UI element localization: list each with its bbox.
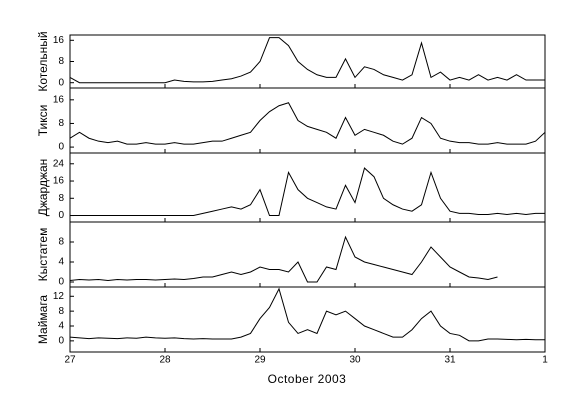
x-tick-label: 31 xyxy=(444,355,456,366)
y-tick-label: 0 xyxy=(58,210,64,221)
panel-frame xyxy=(69,152,546,223)
y-axis-label: Кыстатем xyxy=(36,228,50,282)
x-axis-label: October 2003 xyxy=(268,372,347,386)
y-axis-label: Джарджан xyxy=(36,159,50,217)
x-tick-label: 27 xyxy=(64,355,76,366)
data-line xyxy=(70,37,545,84)
data-line xyxy=(70,167,545,217)
y-tick-label: 0 xyxy=(58,77,64,88)
y-axis-label: Котельный xyxy=(36,31,50,91)
x-tick-label: 28 xyxy=(159,355,171,366)
y-tick-label: 16 xyxy=(53,94,65,105)
y-tick-label: 4 xyxy=(58,257,64,268)
data-line xyxy=(70,287,545,342)
data-line xyxy=(70,102,545,145)
y-tick-label: 8 xyxy=(58,56,64,67)
y-tick-label: 12 xyxy=(53,291,65,302)
y-tick-label: 8 xyxy=(58,237,64,248)
y-tick-label: 24 xyxy=(53,158,65,169)
y-tick-label: 8 xyxy=(58,193,64,204)
y-tick-label: 4 xyxy=(58,321,64,332)
panel-frame xyxy=(69,286,546,353)
y-tick-label: 8 xyxy=(58,118,64,129)
x-tick-label: 1 xyxy=(542,355,548,366)
data-line xyxy=(70,235,498,283)
y-tick-label: 16 xyxy=(53,176,65,187)
y-axis-label: Тикси xyxy=(36,105,50,137)
x-tick-label: 29 xyxy=(254,355,266,366)
y-tick-label: 0 xyxy=(58,335,64,346)
y-tick-label: 0 xyxy=(58,277,64,288)
y-axis-label: Маймага xyxy=(36,295,50,345)
y-tick-label: 16 xyxy=(53,35,65,46)
x-tick-label: 30 xyxy=(349,355,361,366)
y-tick-label: 0 xyxy=(58,142,64,153)
panel-frame xyxy=(69,34,546,89)
y-tick-label: 8 xyxy=(58,306,64,317)
